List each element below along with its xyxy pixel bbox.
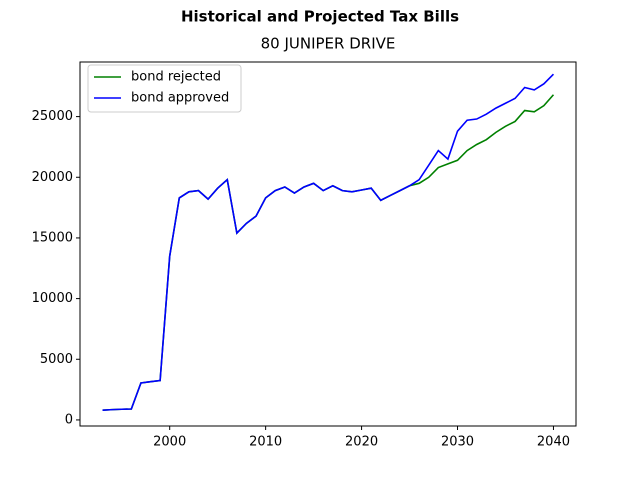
line-series <box>102 73 555 412</box>
x-tick-label: 2010 <box>249 435 282 450</box>
y-tick-label: 0 <box>65 412 73 427</box>
legend-label: bond rejected <box>131 70 221 85</box>
x-tick-label: 2030 <box>441 435 474 450</box>
figure-title: Historical and Projected Tax Bills <box>181 8 459 26</box>
chart-title: 80 JUNIPER DRIVE <box>261 35 396 53</box>
y-tick-label: 25000 <box>32 109 73 124</box>
y-tick-label: 15000 <box>32 230 73 245</box>
x-tick-label: 2040 <box>537 435 570 450</box>
axes-frame <box>79 61 577 427</box>
x-tick-label: 2020 <box>345 435 378 450</box>
legend-label: bond approved <box>131 91 229 106</box>
x-tick-label: 2000 <box>153 435 186 450</box>
y-tick-label: 10000 <box>32 291 73 306</box>
legend-box <box>87 64 242 113</box>
y-tick-label: 5000 <box>40 352 73 367</box>
y-tick-label: 20000 <box>32 170 73 185</box>
